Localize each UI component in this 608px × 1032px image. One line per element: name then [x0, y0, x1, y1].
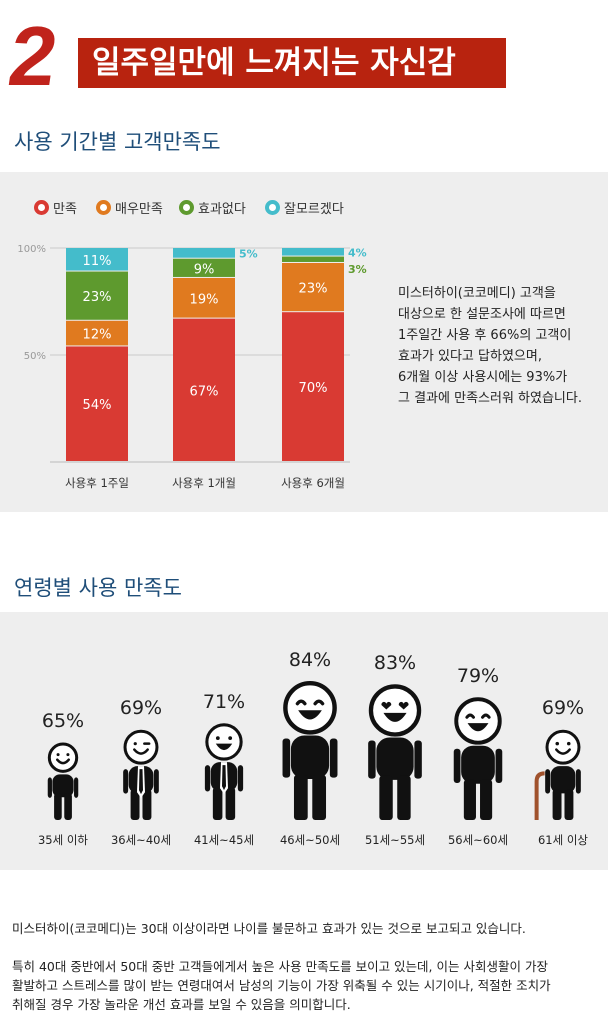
legend-dot-icon: [179, 200, 194, 215]
description-line: 6개월 이상 사용시에는 93%가: [398, 370, 568, 385]
bar-data-label: 54%: [83, 398, 112, 413]
description-line: 효과가 있다고 답하였으며,: [398, 349, 542, 364]
description-line: 대상으로 한 설문조사에 따르면: [398, 307, 566, 322]
age-group-label: 51세~55세: [364, 833, 426, 847]
period-satisfaction-chart: 100% 50% 54% 12% 23% 11% 사용후 1주일 67% 19% 9% 5% 사용후 …: [17, 244, 367, 490]
bar-segment: [173, 277, 235, 318]
bar-segment: [173, 258, 235, 277]
bar-data-label: 5%: [239, 247, 258, 260]
y-tick-label: 50%: [24, 351, 46, 362]
age-group-label: 35세 이하: [37, 833, 89, 847]
description-line: 1주일간 사용 후 66%의 고객이: [398, 328, 572, 343]
bar-segment: [66, 346, 128, 461]
bar-segment: [173, 318, 235, 461]
section-title-period: 사용 기간별 고객만족도: [14, 130, 221, 154]
bar-segment: [282, 248, 344, 256]
footer-paragraph-2: 특히 40대 중반에서 50대 중반 고객들에게서 높은 사용 만족도를 보이고…: [12, 957, 602, 1014]
legend-dot-icon: [96, 200, 111, 215]
description-line: 그 결과에 만족스러워 하였습니다.: [398, 391, 582, 406]
wink-icon: [123, 729, 159, 820]
x-tick-label: 사용후 6개월: [281, 476, 345, 490]
grin-icon: [204, 723, 244, 820]
legend-item-unsure: 잘모르겠다: [265, 198, 344, 217]
footer-line: 특히 40대 중반에서 50대 중반 고객들에게서 높은 사용 만족도를 보이고…: [12, 959, 548, 974]
legend-item-satisfied: 만족: [34, 198, 77, 217]
age-percentage-label: 83%: [373, 652, 417, 675]
age-group-label: 36세~40세: [110, 833, 172, 847]
bar-segment: [66, 248, 128, 271]
age-group-label: 41세~45세: [193, 833, 255, 847]
heart-eyes-icon: [368, 684, 422, 820]
bar-segment: [173, 248, 235, 258]
footer-paragraph-1: 미스터하이(코코메디)는 30대 이상이라면 나이를 불문하고 효과가 있는 것…: [12, 921, 526, 936]
bar-segment: [66, 271, 128, 320]
age-percentage-label: 79%: [456, 665, 500, 688]
bar-data-label: 9%: [194, 262, 215, 277]
elderly-smile-icon: [534, 729, 581, 820]
age-percentage-label: 71%: [202, 690, 246, 713]
legend-dot-icon: [34, 200, 49, 215]
bar-data-label: 70%: [299, 381, 328, 396]
legend-item-very-satisfied: 매우만족: [96, 198, 163, 217]
age-percentage-label: 84%: [288, 649, 332, 672]
age-percentage-label: 69%: [541, 697, 585, 720]
bar-segment: [282, 256, 344, 262]
bar-segment: [282, 262, 344, 312]
page-title: 일주일만에 느껴지는 자신감: [92, 45, 456, 81]
bar-data-label: 4%: [348, 246, 367, 259]
age-group-label: 61세 이상: [537, 833, 589, 847]
laugh-icon: [282, 680, 338, 820]
x-tick-label: 사용후 1개월: [172, 476, 236, 490]
section-number: 2: [3, 9, 60, 103]
section-title-age: 연령별 사용 만족도: [14, 576, 182, 600]
description-line: 미스터하이(코코메디) 고객을: [398, 286, 556, 301]
age-percentage-label: 69%: [119, 697, 163, 720]
legend-dot-icon: [265, 200, 280, 215]
survey-description: 미스터하이(코코메디) 고객을 대상으로 한 설문조사에 따르면 1주일간 사용…: [398, 283, 603, 409]
bar-data-label: 12%: [83, 328, 112, 343]
x-tick-label: 사용후 1주일: [65, 476, 129, 490]
legend-item-no-effect: 효과없다: [179, 198, 246, 217]
y-tick-label: 100%: [17, 244, 46, 255]
age-group-label: 56세~60세: [447, 833, 509, 847]
bar-data-label: 3%: [348, 263, 367, 276]
bar-data-label: 11%: [83, 254, 112, 269]
age-satisfaction-figures: [47, 680, 581, 820]
bar-data-label: 23%: [83, 290, 112, 305]
bar-data-label: 23%: [299, 282, 328, 297]
title-banner: [78, 38, 506, 88]
smile-icon: [47, 742, 79, 820]
bar-segment: [66, 320, 128, 346]
bar-segment: [282, 312, 344, 461]
footer-line: 활발하고 스트레스를 많이 받는 연령대여서 남성의 기능이 가장 위축될 수 …: [12, 978, 551, 993]
footer-line: 취해질 경우 가장 놀라운 개선 효과를 보일 수 있음을 의미합니다.: [12, 997, 351, 1012]
happy-closed-eyes-icon: [453, 697, 503, 820]
bar-data-label: 19%: [190, 292, 219, 307]
age-group-label: 46세~50세: [279, 833, 341, 847]
bar-data-label: 67%: [190, 384, 219, 399]
age-percentage-label: 65%: [41, 710, 85, 732]
